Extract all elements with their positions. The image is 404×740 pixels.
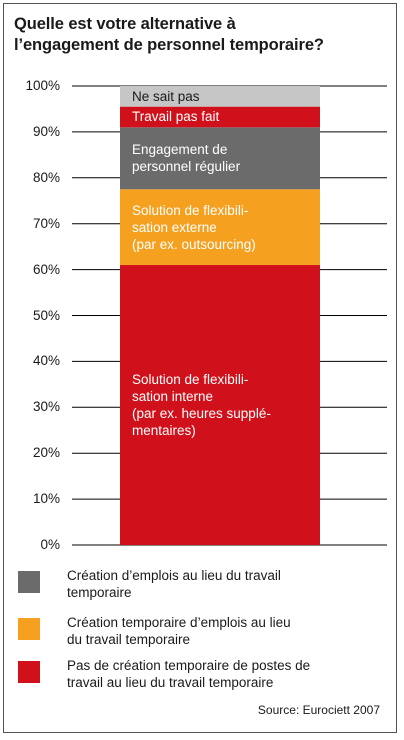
y-tick-label: 10% [32, 491, 60, 507]
bar-segment [120, 265, 320, 545]
y-tick-label: 90% [32, 123, 60, 139]
y-tick-label: 100% [25, 78, 60, 93]
bar-segment [120, 189, 320, 266]
segment-label: Engagement de personnel régulier [132, 142, 241, 175]
legend-item-gray: Création d’emplois au lieu du travail te… [18, 567, 388, 607]
chart-frame [3, 3, 397, 733]
title-line-2: l’engagement de personnel temporaire? [14, 36, 324, 54]
y-tick-label: 0% [40, 537, 60, 552]
orange-square-icon [18, 618, 40, 640]
bar-segment [120, 106, 320, 128]
legend-label: Création temporaire d’emplois au lieu du… [67, 615, 291, 647]
chart-title: Quelle est votre alternative à l’engagem… [14, 14, 394, 56]
y-tick-label: 40% [32, 353, 60, 369]
segment-label: Solution de flexibili- sation externe (p… [132, 202, 256, 252]
bar-segment [120, 86, 320, 107]
segment-label: Travail pas fait [132, 109, 220, 125]
legend-item-orange: Création temporaire d’emplois au lieu du… [18, 614, 388, 654]
y-tick-label: 80% [32, 169, 60, 185]
title-line-1: Quelle est votre alternative à [14, 15, 236, 33]
legend-label: Création d’emplois au lieu du travail te… [67, 568, 281, 600]
y-tick-label: 70% [32, 215, 60, 231]
bar-segment [120, 127, 320, 190]
red-square-icon [18, 661, 40, 683]
y-tick-label: 50% [32, 307, 60, 323]
y-tick-label: 20% [32, 445, 60, 461]
legend-item-red: Pas de création temporaire de postes de … [18, 657, 388, 697]
segment-label: Ne sait pas [132, 88, 200, 104]
gray-square-icon [18, 571, 40, 593]
y-tick-label: 60% [32, 261, 60, 277]
y-tick-label: 30% [32, 399, 60, 415]
segment-label: Solution de flexibili- sation interne (p… [132, 372, 271, 438]
source-note: Source: Eurociett 2007 [257, 703, 380, 717]
legend-label: Pas de création temporaire de postes de … [67, 658, 311, 690]
